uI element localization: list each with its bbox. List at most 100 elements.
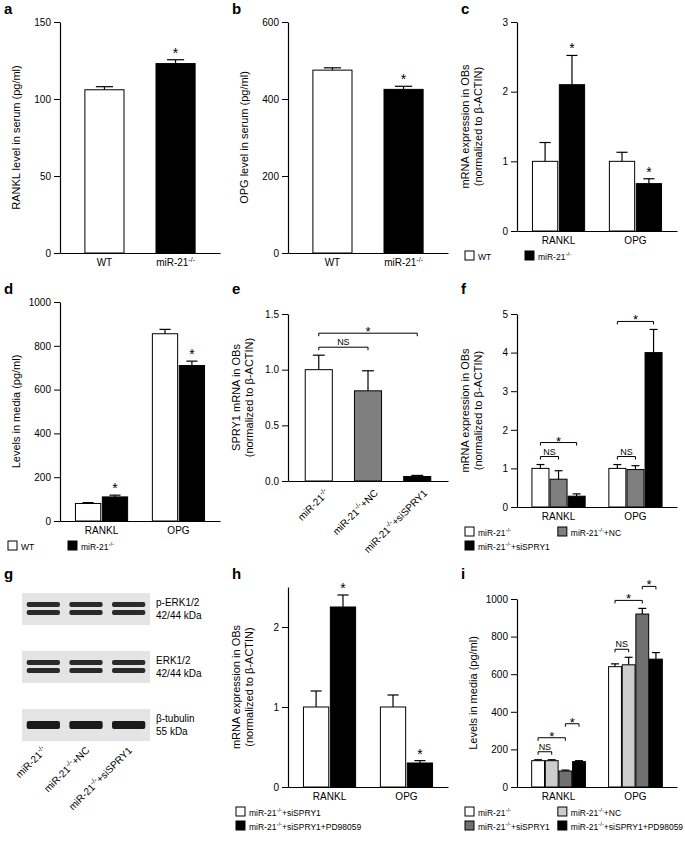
axis-line [517,23,518,232]
tick-label: 600 [34,384,51,395]
text-superscript: -/- [36,743,46,753]
tick-mark [511,430,517,431]
tick-label: 3 [502,386,508,397]
error-cap [324,67,341,68]
tick-mark [282,425,288,426]
bar [85,90,124,253]
panel-letter: a [4,0,13,17]
y-tick: 0.5 [265,420,288,431]
y-axis-title: (normalized to β-ACTIN) [243,627,255,746]
panel: b0200400600WTmiR-21-/-OPG level in serum… [232,0,449,268]
y-tick: 1.0 [265,364,288,375]
tick-mark [511,468,517,469]
x-axis: WTmiR-21-/- [61,253,221,268]
legend: WT miR-21-/- [8,541,114,552]
axis-line [61,521,221,522]
x-tick: RANKL [85,521,119,536]
y-tick: 800 [34,341,60,352]
bar [627,470,644,507]
y-axis-title: mRNA expression in OBs [459,348,471,473]
legend-swatch [236,807,245,816]
blot-size: 42/44 kDa [156,668,202,679]
panel: i02004006008001000RANKLOPGLevels in medi… [461,565,683,832]
legend: WTmiR-21-/- [465,251,571,262]
bar [532,468,549,507]
bar [568,496,585,507]
significance: * [646,164,652,180]
bar [609,667,622,787]
y-axis: 0123 [502,17,517,237]
legend-swatch [465,527,474,536]
error-bar [83,502,94,504]
band [69,602,102,607]
y-tick: 50 [40,171,60,182]
error-bar [96,87,113,90]
text-part: miR-21 [384,257,417,268]
significance: * [401,71,407,87]
text-part: RANKL [85,525,119,536]
y-tick: 600 [262,17,288,28]
y-tick: 0 [502,226,517,237]
text-part: miR-21 [156,257,189,268]
tick-mark [54,176,60,177]
error-cap [555,470,563,471]
text-part: miR-21 [478,808,506,818]
panel: f012345RANKLOPGmRNA expression in OBs(no… [459,280,678,552]
tick-mark [282,314,288,315]
marks [532,55,661,231]
significance: * [569,40,575,56]
error-cap [616,152,627,153]
y-axis-title: RANKL level in serum (pg/ml) [10,65,22,209]
bracket [319,347,368,350]
x-tick: OPG [395,787,417,802]
bar [622,665,635,787]
tick-label: 400 [262,94,279,105]
tick-mark [511,637,517,638]
legend-swatch [236,821,245,830]
legend-label: miR-21-/-+NC [571,527,621,538]
tick-label: miR-21-/- [295,486,331,522]
tick-label: 1000 [29,297,52,308]
tick-mark [511,391,517,392]
error-bar [566,55,577,84]
legend-label: WT [21,542,34,552]
text-part: +siSPRY1 [282,808,321,818]
tick-label: WT [325,257,341,268]
marks [75,329,204,521]
tick-label: 0 [502,782,508,793]
y-tick: 3 [502,386,517,397]
error-stem [367,371,368,391]
bracket-label: * [570,715,575,730]
error-bar [650,329,658,352]
legend-label: miR-21-/-+siSPRY1 [478,541,550,552]
error-stem [342,595,343,607]
y-tick: 200 [262,171,288,182]
legend-item: miR-21-/-+siSPRY1+PD98059 [558,821,684,832]
error-bar [575,760,583,762]
y-tick: 400 [491,707,517,718]
y-tick: 0 [502,782,517,793]
text-part: +NC [358,487,380,509]
text-part: miR-21 [478,528,506,538]
y-axis-title: mRNA expression in OBs [230,624,242,749]
y-axis-title: Levels in media (pg/ml) [467,636,479,750]
axis-line [288,23,289,254]
error-bar [638,608,646,614]
text-superscript: -/- [505,807,511,813]
error-stem [392,695,393,707]
bar [545,761,558,787]
tick-mark [511,231,517,232]
tick-mark [282,787,288,788]
error-bar [536,465,544,469]
band [69,721,102,729]
panel-letter: e [232,280,240,297]
tick-mark [282,176,288,177]
significance: * [417,746,423,762]
band [69,668,102,673]
error-cap [362,370,374,371]
legend-item: miR-21-/- [68,541,114,552]
tick-label: 50 [40,171,52,182]
legend-item: miR-21-/- [525,251,571,262]
bar [156,64,195,253]
error-bar [324,68,341,70]
